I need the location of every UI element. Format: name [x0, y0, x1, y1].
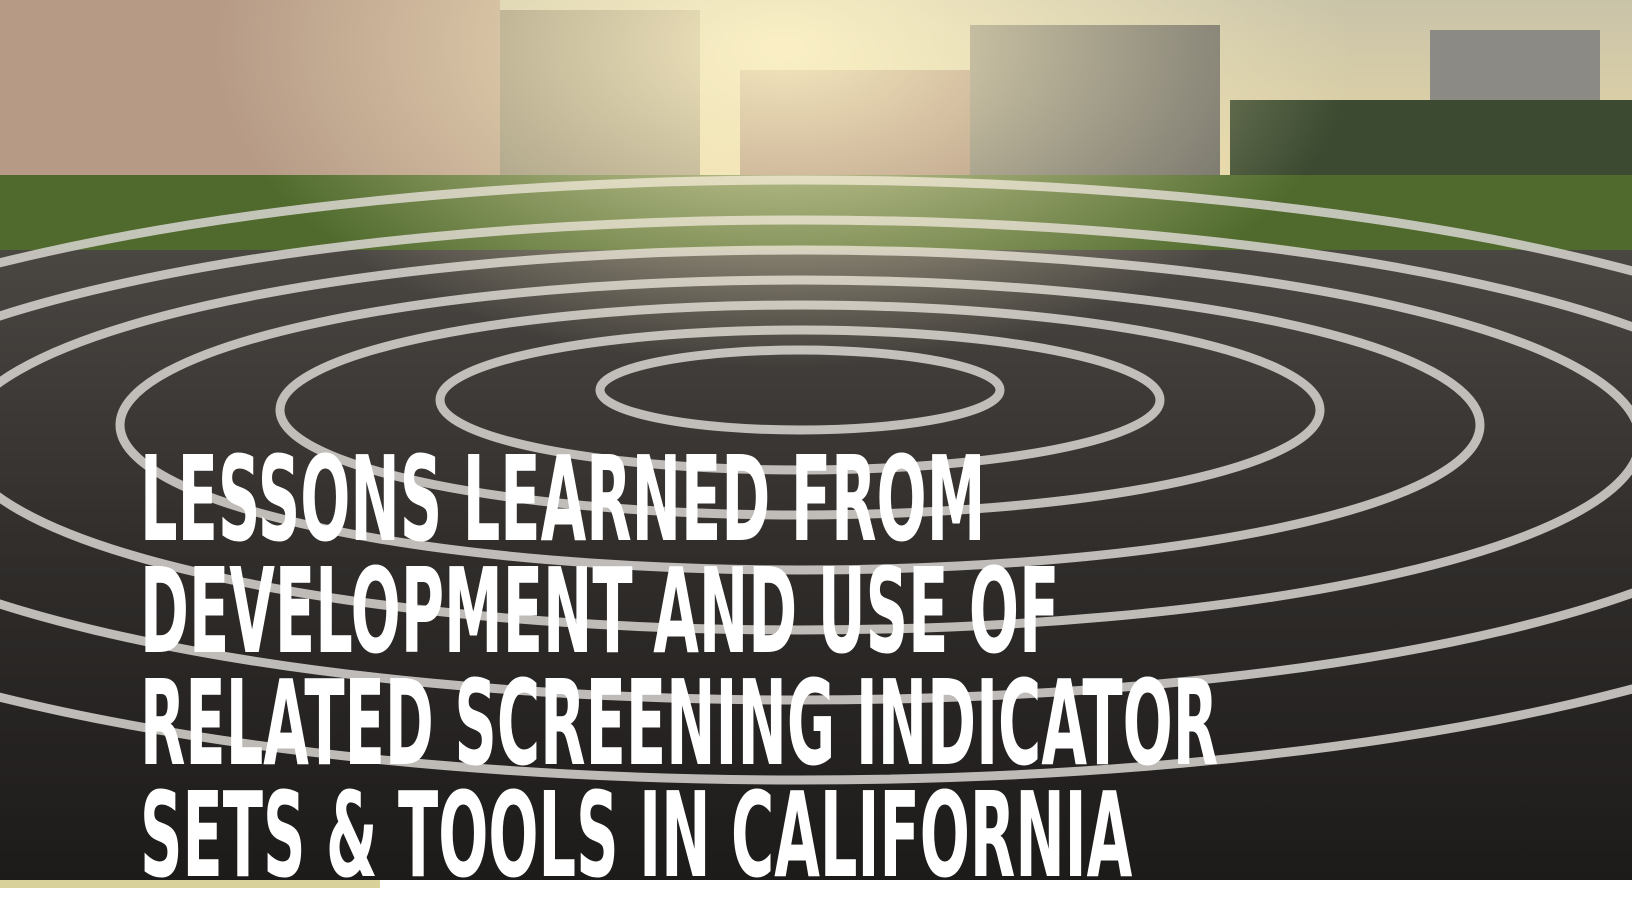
title-line: SETS & TOOLS IN CALIFORNIA — [140, 766, 1132, 904]
cover: LESSONS LEARNED FROM DEVELOPMENT AND USE… — [0, 0, 1632, 919]
